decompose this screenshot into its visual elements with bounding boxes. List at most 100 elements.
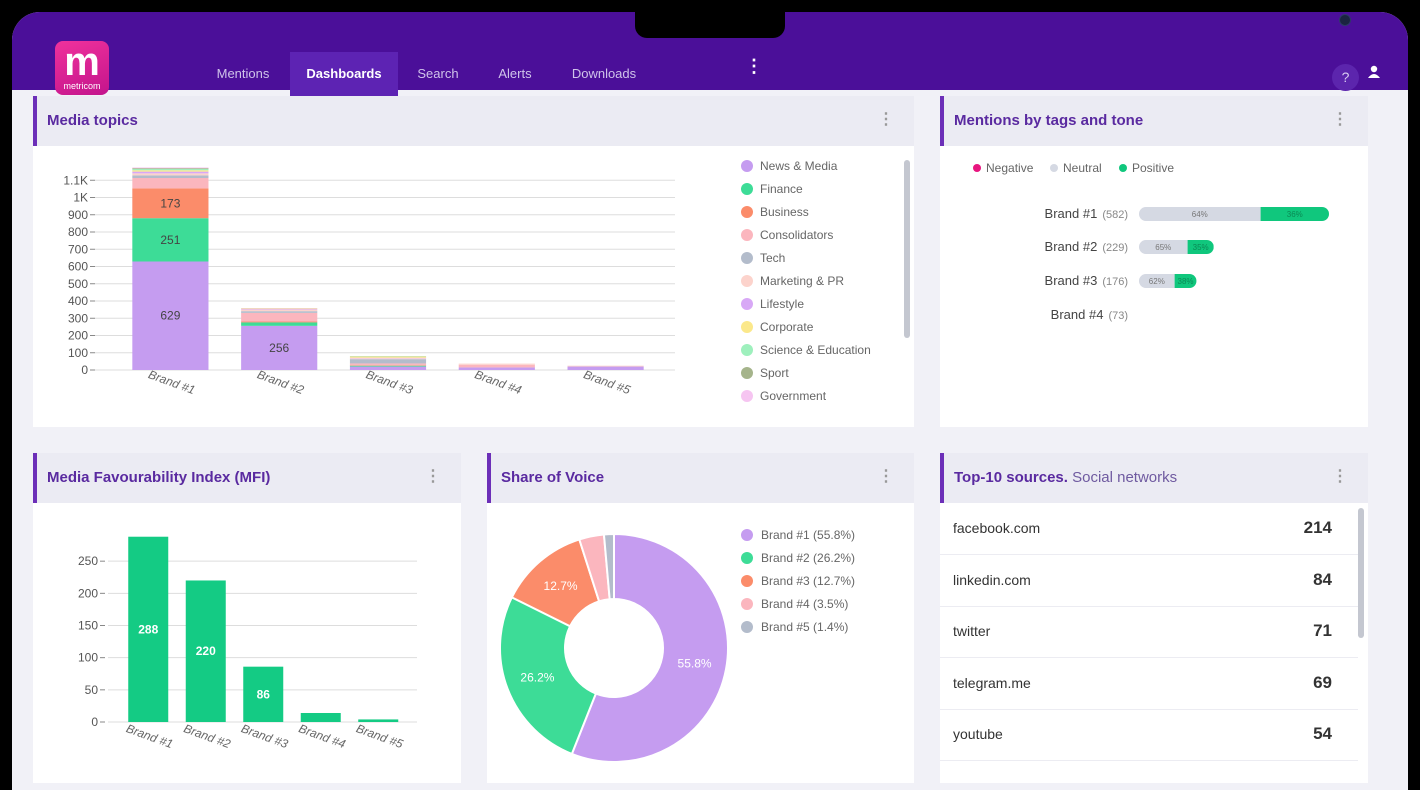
y-tick-label: 800 — [68, 225, 88, 239]
panel-menu[interactable]: ⋮ — [878, 111, 894, 128]
legend-label: Brand #2 (26.2%) — [761, 551, 855, 565]
bar — [185, 580, 226, 722]
row-label: Brand #3 (176) — [1045, 273, 1128, 288]
bar — [128, 536, 169, 722]
bar-segment — [132, 175, 209, 179]
y-tick-label: 600 — [68, 260, 88, 274]
x-tick-label: Brand #4 — [297, 721, 348, 751]
x-tick-label: Brand #5 — [354, 721, 405, 751]
legend-marker — [1050, 164, 1058, 172]
panel: Top-10 sources. Social networks ⋮ faceboo… — [940, 453, 1368, 783]
bar-segment — [241, 321, 318, 323]
panel-title: Media Favourability Index (MFI) — [47, 469, 271, 486]
legend-marker — [741, 621, 753, 633]
more-menu[interactable]: ⋮ — [745, 56, 763, 76]
brand-name: Brand #1 — [1045, 206, 1098, 221]
legend-marker — [1119, 164, 1127, 172]
tone-label: 62% — [1149, 277, 1165, 286]
bar-segment — [458, 363, 535, 365]
legend-label: Negative — [986, 161, 1034, 175]
y-tick-label: 1.1K — [63, 173, 88, 187]
source-count: 214 — [1303, 518, 1332, 537]
legend-marker — [741, 183, 753, 195]
panel-menu[interactable]: ⋮ — [1332, 111, 1348, 128]
x-tick-label: Brand #2 — [182, 721, 233, 751]
y-tick-label: 0 — [91, 715, 98, 729]
tone-label: 38% — [1178, 277, 1194, 286]
donut-slice — [570, 532, 729, 763]
tone-label: 64% — [1192, 210, 1208, 219]
bar-segment — [241, 309, 318, 312]
brand-name: Brand #2 — [1045, 239, 1098, 254]
legend-label: Neutral — [1063, 161, 1102, 175]
slice-label: 26.2% — [520, 670, 554, 684]
y-tick-label: 0 — [81, 363, 88, 377]
mention-count: (176) — [1102, 276, 1128, 288]
help-button[interactable]: ? — [1332, 64, 1359, 91]
y-tick-label: 400 — [68, 294, 88, 308]
bar-segment — [132, 171, 209, 174]
panel-header: Top-10 sources. Social networks ⋮ — [940, 453, 1368, 503]
nav-tab[interactable]: Alerts — [498, 66, 532, 81]
bar-segment — [132, 170, 209, 172]
tone-segment — [1139, 274, 1175, 288]
panel-menu[interactable]: ⋮ — [878, 468, 894, 485]
nav-tab[interactable]: Downloads — [571, 66, 637, 81]
panel-title: Share of Voice — [501, 469, 605, 486]
logo-text: metricom — [63, 81, 101, 91]
subtitle: Social networks — [1072, 469, 1178, 486]
scrollbar[interactable] — [904, 160, 910, 338]
bar-segment — [241, 311, 318, 313]
legend-marker — [741, 367, 753, 379]
legend-marker — [741, 575, 753, 587]
bar-segment — [567, 366, 644, 370]
bar-label: 629 — [160, 309, 180, 323]
slice-label: 55.8% — [678, 656, 712, 670]
source-row[interactable]: linkedin.com 84 — [940, 555, 1358, 607]
legend-marker — [741, 160, 753, 172]
user-icon[interactable] — [1366, 64, 1382, 80]
legend-marker — [741, 598, 753, 610]
source-row[interactable]: telegram.me 69 — [940, 658, 1358, 710]
tone-segment — [1187, 240, 1214, 254]
mention-count: (582) — [1102, 209, 1128, 221]
legend-marker — [741, 206, 753, 218]
row-label: Brand #1 (582) — [1045, 206, 1128, 221]
donut-slice — [499, 595, 598, 756]
source-name: youtube — [953, 726, 1003, 742]
panel-menu[interactable]: ⋮ — [1332, 468, 1348, 485]
tone-label: 65% — [1155, 243, 1171, 252]
legend-label: Consolidators — [760, 228, 833, 242]
logo[interactable]: m metricom — [55, 41, 109, 95]
source-row[interactable]: youtube 54 — [940, 709, 1358, 761]
panel: Media Favourability Index (MFI) ⋮ — [33, 453, 461, 783]
y-tick-label: 900 — [68, 208, 88, 222]
bar-segment — [132, 167, 209, 169]
source-name: telegram.me — [953, 674, 1031, 691]
slice-label: 12.7% — [544, 579, 578, 593]
bar-segment — [132, 173, 209, 176]
legend-label: Government — [760, 389, 827, 403]
nav-tab[interactable]: Search — [417, 66, 459, 81]
legend-marker — [741, 229, 753, 241]
panel-menu[interactable]: ⋮ — [425, 468, 441, 485]
panel-title: Media topics — [47, 112, 138, 129]
source-row[interactable]: facebook.com 214 — [940, 503, 1358, 555]
bar-segment — [241, 308, 318, 309]
scrollbar[interactable] — [1358, 508, 1364, 638]
bar — [358, 719, 399, 722]
panel-title: Top-10 sources. Social networks — [954, 469, 1177, 486]
bar-segment — [132, 261, 209, 370]
legend-marker — [741, 298, 753, 310]
y-tick-label: 700 — [68, 242, 88, 256]
tone-segment — [1139, 207, 1261, 221]
source-row[interactable]: twitter 71 — [940, 606, 1358, 658]
nav-tab[interactable]: Mentions — [216, 66, 270, 81]
legend-marker — [741, 390, 753, 402]
bar-label: 220 — [196, 644, 216, 658]
nav-tab[interactable]: Dashboards — [290, 52, 398, 102]
x-tick-label: Brand #4 — [473, 367, 524, 397]
bar-segment — [349, 366, 427, 370]
y-tick-label: 150 — [78, 619, 98, 633]
y-tick-label: 50 — [85, 683, 99, 697]
